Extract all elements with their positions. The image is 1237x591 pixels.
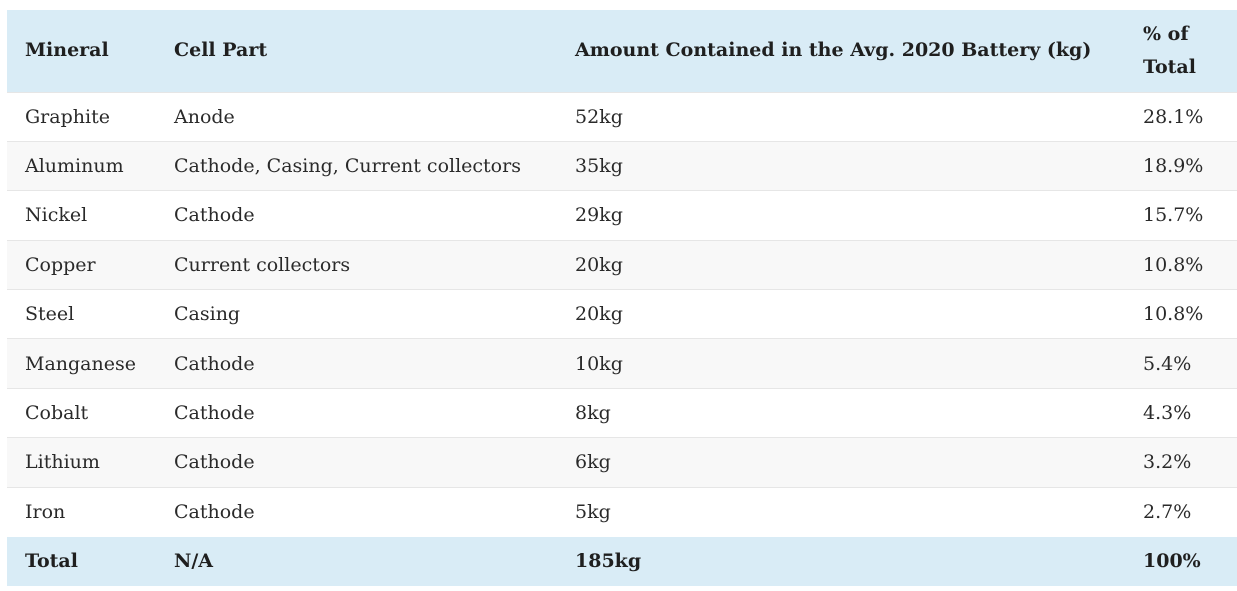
cell-cell-part: Cathode, Casing, Current collectors	[174, 155, 521, 178]
cell-mineral: Cobalt	[25, 402, 89, 425]
table-row: Graphite Anode 52kg 28.1%	[7, 92, 1237, 142]
cell-amount: 5kg	[575, 501, 611, 524]
total-percent: 100%	[1143, 550, 1201, 573]
cell-percent: 15.7%	[1143, 204, 1204, 227]
table-row: Nickel Cathode 29kg 15.7%	[7, 190, 1237, 241]
cell-percent: 28.1%	[1143, 105, 1204, 128]
header-mineral: Mineral	[25, 39, 109, 62]
table-row: Steel Casing 20kg 10.8%	[7, 289, 1237, 339]
table-row: Lithium Cathode 6kg 3.2%	[7, 437, 1237, 488]
total-cell-part: N/A	[174, 550, 214, 573]
table-row: Cobalt Cathode 8kg 4.3%	[7, 388, 1237, 438]
cell-amount: 35kg	[575, 155, 623, 178]
cell-amount: 52kg	[575, 105, 623, 128]
cell-mineral: Graphite	[25, 105, 110, 128]
table-total-row: Total N/A 185kg 100%	[7, 536, 1237, 586]
cell-cell-part: Current collectors	[174, 253, 351, 276]
cell-mineral: Manganese	[25, 352, 136, 375]
total-mineral: Total	[25, 550, 78, 573]
header-cell-part: Cell Part	[174, 39, 268, 62]
cell-cell-part: Anode	[174, 105, 235, 128]
table-row: Iron Cathode 5kg 2.7%	[7, 487, 1237, 537]
cell-percent: 10.8%	[1143, 303, 1204, 326]
header-amount: Amount Contained in the Avg. 2020 Batter…	[575, 39, 1092, 62]
cell-cell-part: Cathode	[174, 402, 255, 425]
cell-amount: 6kg	[575, 451, 611, 474]
cell-cell-part: Casing	[174, 303, 241, 326]
cell-percent: 2.7%	[1143, 501, 1192, 524]
cell-amount: 8kg	[575, 402, 611, 425]
cell-mineral: Iron	[25, 501, 66, 524]
cell-amount: 29kg	[575, 204, 623, 227]
cell-mineral: Copper	[25, 253, 96, 276]
cell-cell-part: Cathode	[174, 451, 255, 474]
cell-cell-part: Cathode	[174, 501, 255, 524]
total-amount: 185kg	[575, 550, 642, 573]
battery-minerals-table-container: Mineral Cell Part Amount Contained in th…	[7, 10, 1237, 586]
cell-cell-part: Cathode	[174, 352, 255, 375]
header-percent-of-total: % of Total	[1134, 10, 1237, 92]
cell-percent: 4.3%	[1143, 402, 1192, 425]
cell-percent: 18.9%	[1143, 155, 1204, 178]
cell-mineral: Aluminum	[25, 155, 124, 178]
cell-amount: 20kg	[575, 303, 623, 326]
cell-mineral: Nickel	[25, 204, 88, 227]
table-row: Aluminum Cathode, Casing, Current collect…	[7, 141, 1237, 191]
table-body: Graphite Anode 52kg 28.1% Aluminum Cathode, C…	[7, 92, 1237, 537]
cell-amount: 10kg	[575, 352, 623, 375]
table-row: Manganese Cathode 10kg 5.4%	[7, 338, 1237, 389]
header-percent-line1: % of	[1143, 22, 1189, 45]
battery-minerals-table: Mineral Cell Part Amount Contained in th…	[7, 10, 1237, 586]
cell-amount: 20kg	[575, 253, 623, 276]
cell-mineral: Steel	[25, 303, 75, 326]
cell-percent: 3.2%	[1143, 451, 1192, 474]
table-row: Copper Current collectors 20kg 10.8%	[7, 240, 1237, 290]
cell-cell-part: Cathode	[174, 204, 255, 227]
table-header-row: Mineral Cell Part Amount Contained in th…	[7, 10, 1237, 92]
cell-mineral: Lithium	[25, 451, 100, 474]
cell-percent: 10.8%	[1143, 253, 1204, 276]
cell-percent: 5.4%	[1143, 352, 1192, 375]
header-percent-line2: Total	[1143, 55, 1196, 78]
